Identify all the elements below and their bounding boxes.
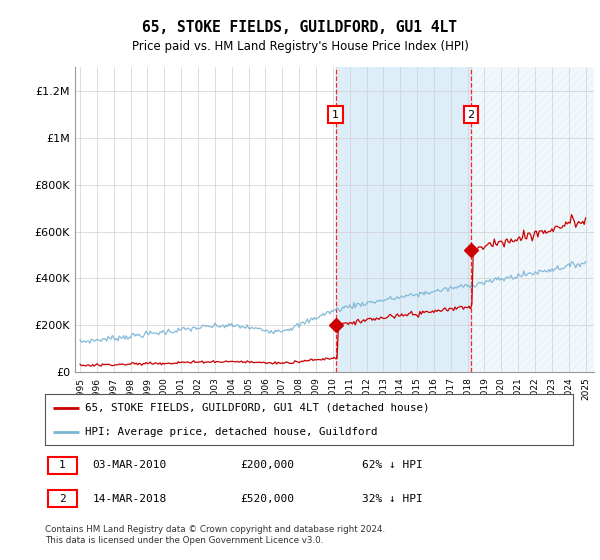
Text: 32% ↓ HPI: 32% ↓ HPI xyxy=(362,493,422,503)
Text: £520,000: £520,000 xyxy=(241,493,295,503)
Text: 1: 1 xyxy=(59,460,66,470)
Text: Contains HM Land Registry data © Crown copyright and database right 2024.
This d: Contains HM Land Registry data © Crown c… xyxy=(45,525,385,545)
FancyBboxPatch shape xyxy=(47,456,77,474)
Text: 2: 2 xyxy=(59,493,66,503)
Text: 14-MAR-2018: 14-MAR-2018 xyxy=(92,493,167,503)
Point xyxy=(466,246,476,255)
Text: £200,000: £200,000 xyxy=(241,460,295,470)
Text: 65, STOKE FIELDS, GUILDFORD, GU1 4LT (detached house): 65, STOKE FIELDS, GUILDFORD, GU1 4LT (de… xyxy=(85,403,429,413)
Bar xyxy=(471,67,594,372)
Bar xyxy=(335,67,471,372)
Text: 62% ↓ HPI: 62% ↓ HPI xyxy=(362,460,422,470)
Point xyxy=(331,321,340,330)
Text: 2: 2 xyxy=(467,110,475,119)
Text: 1: 1 xyxy=(332,110,339,119)
Text: HPI: Average price, detached house, Guildford: HPI: Average price, detached house, Guil… xyxy=(85,427,377,437)
Text: 65, STOKE FIELDS, GUILDFORD, GU1 4LT: 65, STOKE FIELDS, GUILDFORD, GU1 4LT xyxy=(143,20,458,35)
Text: Price paid vs. HM Land Registry's House Price Index (HPI): Price paid vs. HM Land Registry's House … xyxy=(131,40,469,53)
Text: 03-MAR-2010: 03-MAR-2010 xyxy=(92,460,167,470)
FancyBboxPatch shape xyxy=(47,490,77,507)
